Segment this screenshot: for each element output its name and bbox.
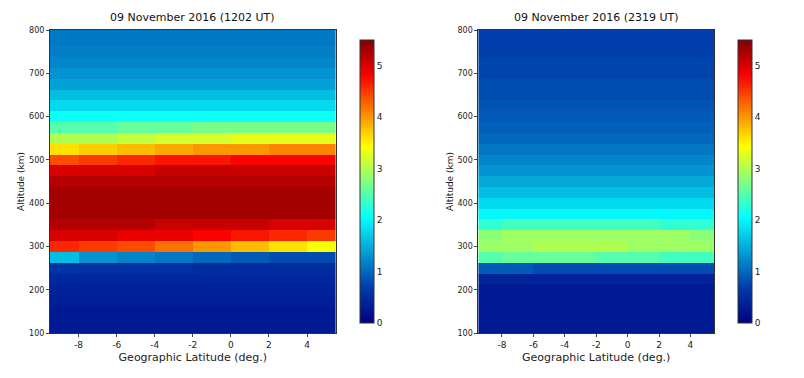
svg-text:4: 4	[688, 340, 694, 350]
svg-text:0: 0	[755, 318, 761, 328]
svg-text:-4: -4	[560, 340, 569, 350]
svg-text:2: 2	[266, 340, 272, 350]
svg-text:5: 5	[377, 61, 383, 71]
svg-text:200: 200	[29, 286, 44, 295]
svg-text:200: 200	[458, 286, 473, 295]
svg-text:100: 100	[458, 329, 473, 338]
svg-text:2: 2	[755, 215, 761, 225]
svg-text:Geographic Latitude (deg.): Geographic Latitude (deg.)	[119, 351, 267, 364]
svg-text:500: 500	[458, 156, 473, 165]
svg-text:-6: -6	[529, 340, 538, 350]
svg-text:1: 1	[755, 267, 761, 277]
svg-text:-6: -6	[112, 340, 121, 350]
svg-text:09 November 2016 (1202 UT): 09 November 2016 (1202 UT)	[110, 11, 275, 24]
svg-text:2: 2	[377, 215, 383, 225]
svg-text:Geographic Latitude (deg.): Geographic Latitude (deg.)	[522, 351, 670, 364]
svg-text:0: 0	[228, 340, 234, 350]
svg-text:800: 800	[458, 26, 473, 35]
svg-text:700: 700	[458, 69, 473, 78]
svg-text:0: 0	[377, 318, 383, 328]
svg-text:-2: -2	[188, 340, 197, 350]
svg-text:400: 400	[29, 199, 44, 208]
svg-text:0: 0	[625, 340, 631, 350]
svg-text:-8: -8	[497, 340, 506, 350]
svg-text:Altitude (km): Altitude (km)	[445, 152, 455, 211]
svg-text:3: 3	[755, 164, 761, 174]
svg-text:5: 5	[755, 61, 761, 71]
svg-text:400: 400	[458, 199, 473, 208]
svg-text:4: 4	[755, 112, 761, 122]
svg-text:-8: -8	[74, 340, 83, 350]
svg-text:-2: -2	[592, 340, 601, 350]
svg-text:3: 3	[377, 164, 383, 174]
svg-text:Altitude (km): Altitude (km)	[16, 152, 26, 211]
svg-text:100: 100	[29, 329, 44, 338]
svg-text:4: 4	[377, 112, 383, 122]
svg-text:4: 4	[304, 340, 310, 350]
svg-text:-4: -4	[150, 340, 159, 350]
svg-text:600: 600	[458, 112, 473, 121]
svg-text:300: 300	[458, 242, 473, 251]
svg-text:09 November 2016 (2319 UT): 09 November 2016 (2319 UT)	[514, 11, 679, 24]
svg-text:600: 600	[29, 112, 44, 121]
svg-text:1: 1	[377, 267, 383, 277]
svg-text:700: 700	[29, 69, 44, 78]
svg-text:300: 300	[29, 242, 44, 251]
svg-text:500: 500	[29, 156, 44, 165]
svg-text:2: 2	[656, 340, 662, 350]
svg-text:800: 800	[29, 26, 44, 35]
